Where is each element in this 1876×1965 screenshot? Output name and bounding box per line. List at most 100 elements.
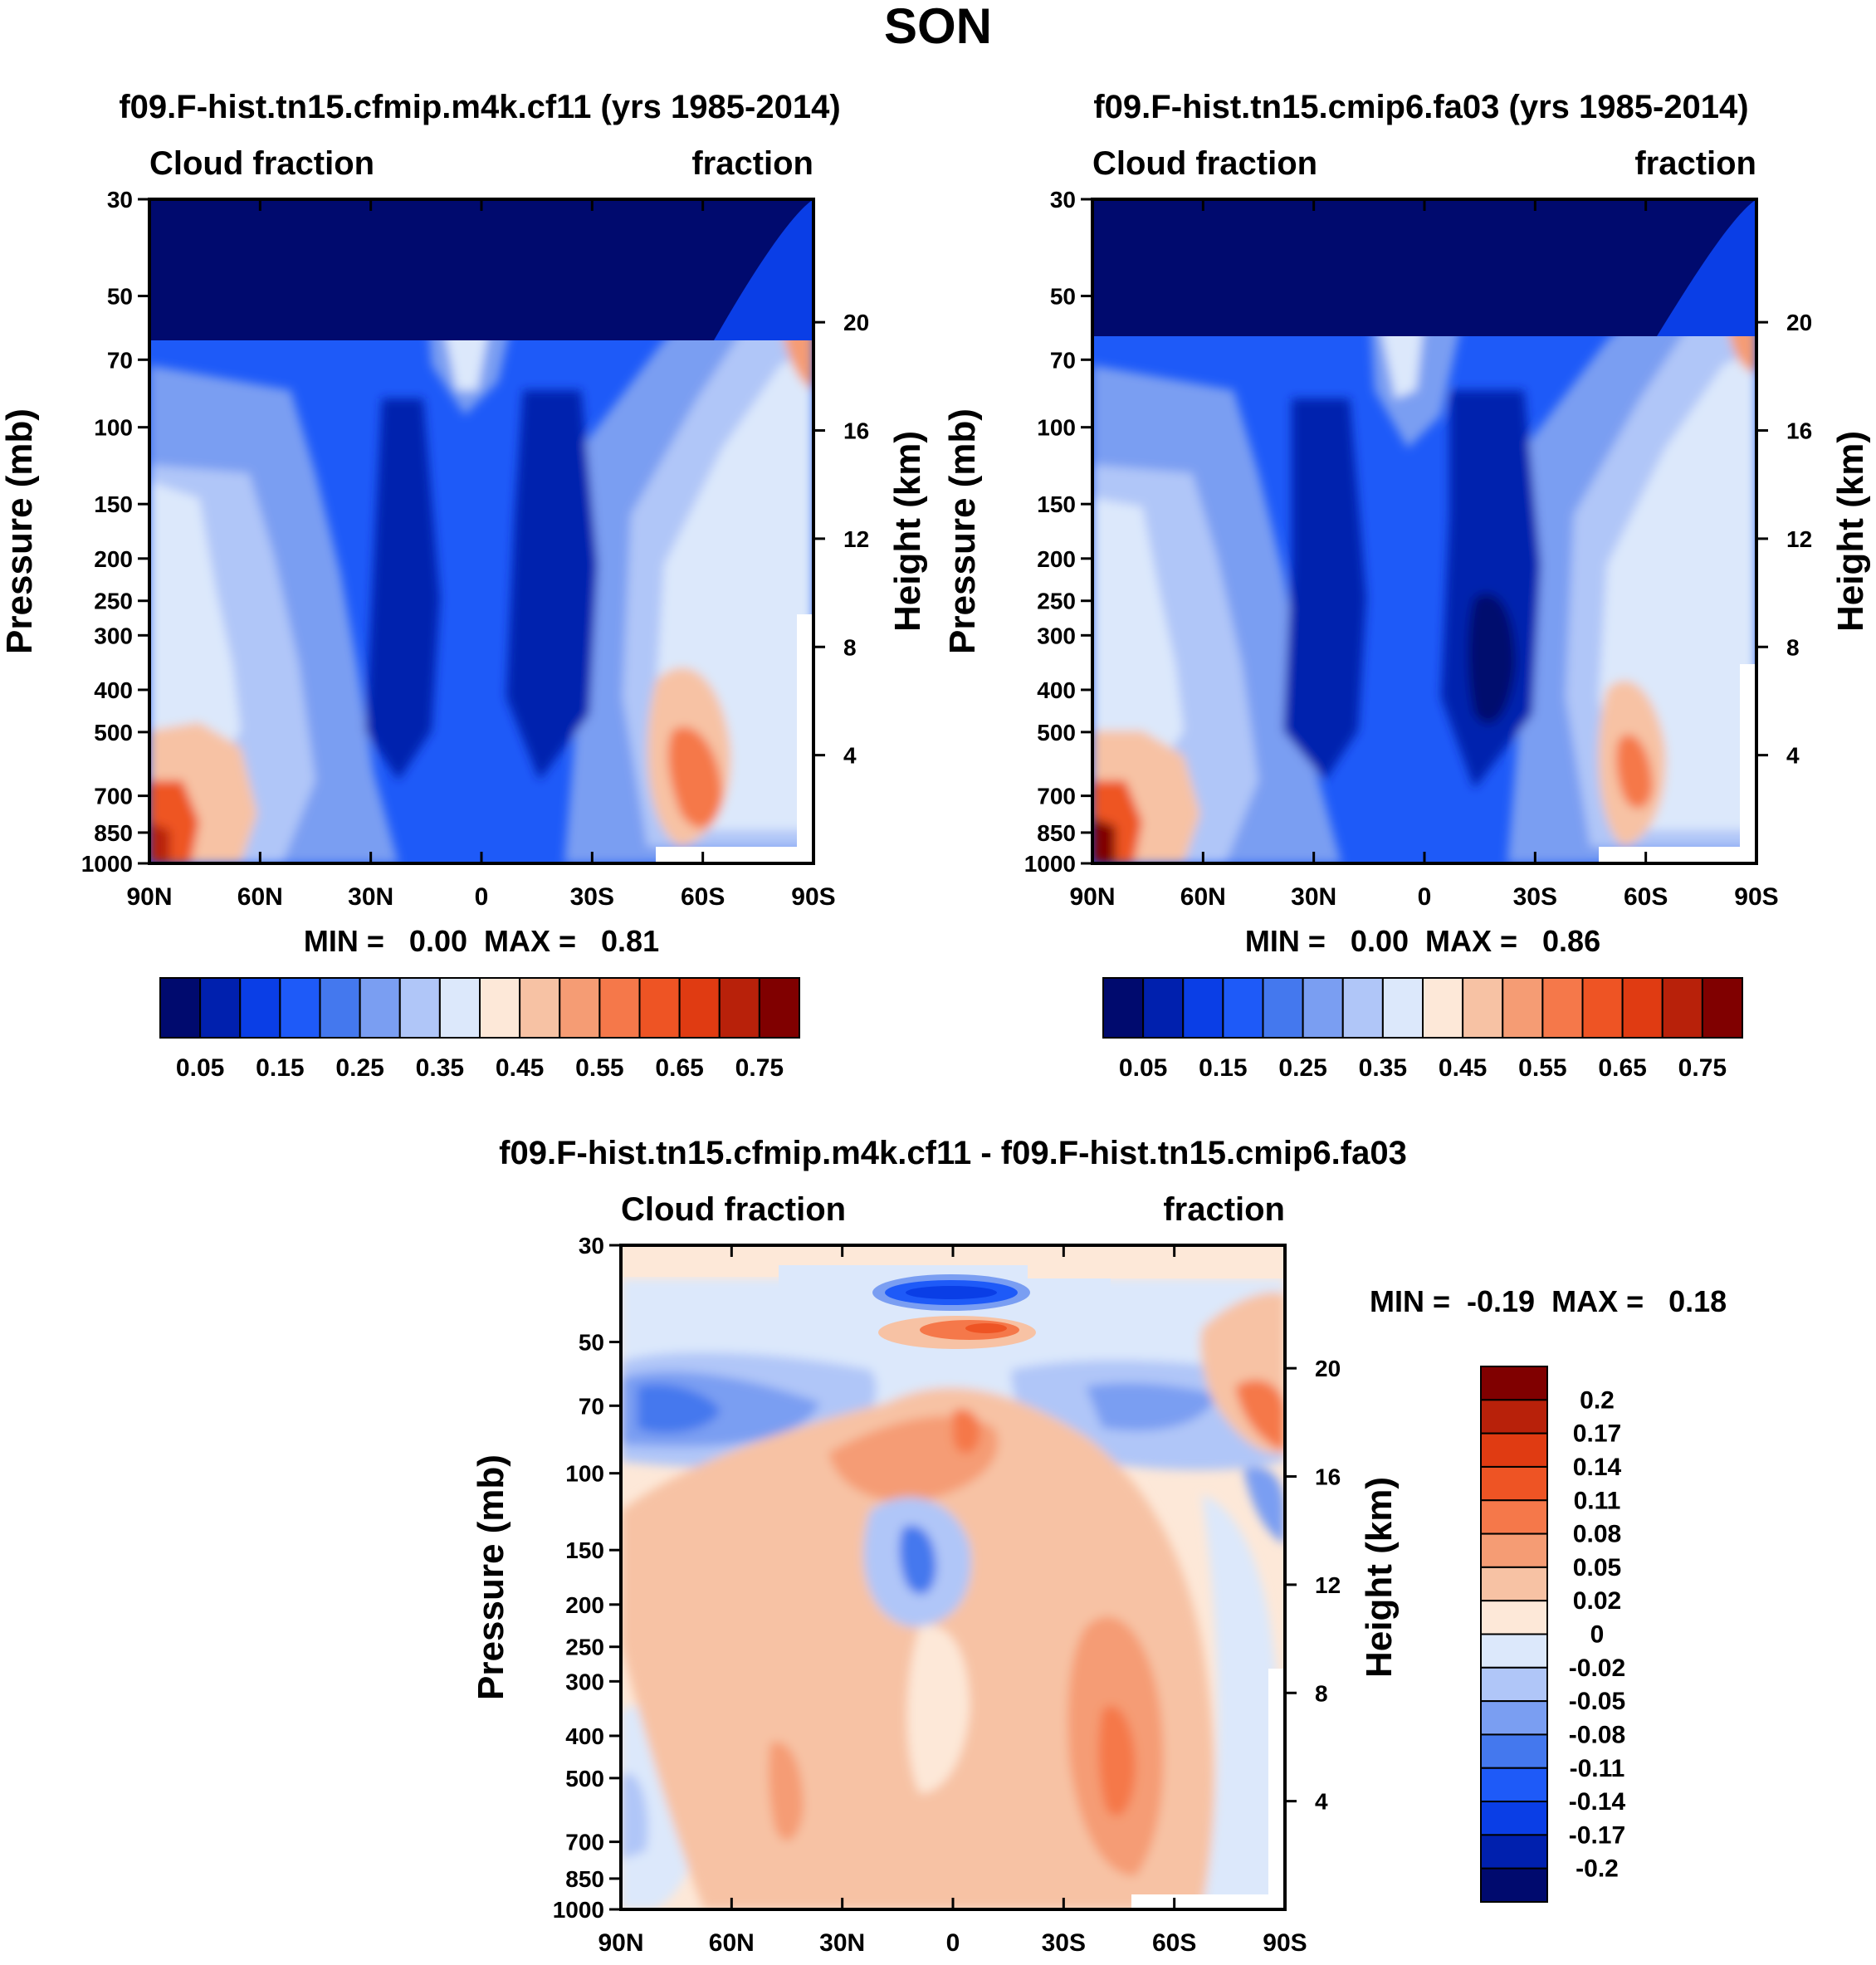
p2-colorbar-swatch (1381, 977, 1424, 1039)
p2-colorbar-swatch (1102, 977, 1145, 1039)
p3-colorbar-swatch (1480, 1566, 1548, 1602)
p3-colorbar-swatch (1480, 1499, 1548, 1535)
p1-xtick-label: 30S (570, 883, 614, 911)
p1-ytick-label: 400 (94, 677, 133, 703)
p3-colorbar-label: 0.02 (1573, 1587, 1621, 1615)
p2-ytick-label: 300 (1037, 623, 1076, 648)
panel-3-colorbar: 0.2 0.17 0.14 0.11 0.08 0.05 0.02 0 -0.02 -0.05 -0… (1480, 1366, 1626, 1903)
p1-colorbar-label: 0.15 (256, 1054, 304, 1082)
p2-colorbar-label: 0.65 (1598, 1054, 1646, 1082)
p3-xtick-label: 0 (946, 1929, 960, 1957)
panel-2-stats: MIN = 0.00 MAX = 0.86 (1245, 924, 1600, 958)
p2-xtick-label: 90S (1734, 883, 1778, 911)
p1-xtick-label: 90S (791, 883, 835, 911)
p1-colorbar-label: 0.75 (735, 1054, 784, 1082)
p2-tropics-dark-nh (1283, 398, 1366, 780)
p2-colorbar-swatch (1182, 977, 1224, 1039)
p2-ytick-label: 70 (1050, 347, 1076, 373)
p2-ytick-label: 100 (1037, 415, 1076, 441)
p2-sh-stratocu-hot (1615, 734, 1653, 809)
p3-colorbar-swatch (1480, 1600, 1548, 1635)
panel-2-left-label: Cloud fraction (1092, 145, 1317, 182)
panel-1-colorbar: 0.05 0.15 0.25 0.35 0.45 0.55 0.65 0.75 (159, 977, 800, 1082)
p2-missing-data (1599, 847, 1756, 863)
p3-colorbar-swatch (1480, 1700, 1548, 1736)
p3-xtick-label: 30N (819, 1929, 865, 1957)
p1-xtick-label: 30N (348, 883, 393, 911)
p1-y2tick-label: 12 (843, 526, 869, 552)
p1-colorbar-swatch (239, 977, 281, 1039)
panel-1-axes: 90N 60N 30N 0 30S 60S 90S 30 50 70 100 150 200 250 300… (81, 187, 869, 911)
p3-ytick-label: 70 (579, 1393, 604, 1419)
p3-ytick-label: 700 (565, 1830, 604, 1855)
p3-colorbar-label: -0.11 (1570, 1755, 1625, 1782)
p1-y2tick-label: 16 (843, 418, 869, 444)
p3-y2tick-label: 8 (1315, 1680, 1328, 1706)
p2-colorbar-swatch (1302, 977, 1344, 1039)
p1-xtick-label: 60N (237, 883, 283, 911)
p3-colorbar-swatch (1480, 1733, 1548, 1769)
p1-strat-edge-sh (714, 199, 813, 340)
p2-y2tick-label: 4 (1786, 743, 1800, 769)
p1-colorbar-label: 0.05 (176, 1054, 224, 1082)
panel-2-axes: 90N 60N 30N 0 30S 60S 90S 30 50 70 100 150 200 250 300… (1024, 187, 1812, 911)
panel-2-right-label: fraction (1634, 145, 1756, 182)
p3-y2tick-label: 4 (1315, 1789, 1328, 1815)
panel-2-y2label: Height (km) (1830, 431, 1871, 632)
p3-colorbar-swatch (1480, 1834, 1548, 1870)
p1-ytick-label: 150 (94, 491, 133, 517)
p3-xtick-label: 30S (1042, 1929, 1086, 1957)
p1-colorbar-swatch (438, 977, 481, 1039)
p3-trop-blue-core (899, 1525, 936, 1595)
p1-missing-data-polar (797, 614, 813, 863)
p3-colorbar-label: 0.14 (1573, 1454, 1622, 1481)
p2-ytick-label: 250 (1037, 589, 1076, 614)
p1-ytick-label: 100 (94, 415, 133, 441)
p2-lower-left-pale (1092, 498, 1184, 780)
p3-ytick-label: 250 (565, 1635, 604, 1660)
p3-strat-pale-right (1028, 1245, 1285, 1278)
p3-polar-blue (1243, 1467, 1285, 1544)
panel-1: f09.F-hist.tn15.cfmip.m4k.cf11 (yrs 1985… (0, 89, 928, 1082)
p2-xtick-label: 30S (1513, 883, 1557, 911)
p3-nh-low-warm (768, 1742, 804, 1841)
p2-xtick-label: 60S (1624, 883, 1668, 911)
p1-ytick-label: 300 (94, 623, 133, 648)
p3-colorbar-label: -0.14 (1569, 1788, 1626, 1816)
panel-3-y2label: Height (km) (1359, 1477, 1400, 1678)
p2-colorbar-swatch (1701, 977, 1743, 1039)
p3-tropopause-blue-core (906, 1286, 997, 1299)
p3-xtick-label: 60N (709, 1929, 755, 1957)
p2-colorbar-label: 0.55 (1518, 1054, 1566, 1082)
p1-y2tick-label: 4 (843, 743, 857, 769)
p2-colorbar-label: 0.15 (1199, 1054, 1247, 1082)
p2-ytick-label: 50 (1050, 284, 1076, 310)
p2-ytick-label: 400 (1037, 677, 1076, 703)
p3-colorbar-label: -0.17 (1569, 1821, 1625, 1849)
p3-strat-pale-left (621, 1245, 783, 1277)
p3-sh-upper-blue2 (1086, 1382, 1219, 1431)
p3-colorbar-label: -0.05 (1569, 1688, 1625, 1715)
p2-tropics-dark-sh (1441, 390, 1541, 789)
p3-colorbar-label: -0.02 (1569, 1655, 1625, 1682)
p1-ytick-label: 700 (94, 784, 133, 809)
p1-ytick-label: 250 (94, 589, 133, 614)
p1-colorbar-swatch (479, 977, 521, 1039)
p2-colorbar-swatch (1541, 977, 1584, 1039)
p2-colorbar-swatch (1502, 977, 1544, 1039)
p1-ytick-label: 70 (107, 347, 133, 373)
p3-y2tick-label: 16 (1315, 1464, 1341, 1490)
p3-ytick-label: 850 (565, 1866, 604, 1892)
p1-colorbar-swatch (519, 977, 561, 1039)
panel-1-stats: MIN = 0.00 MAX = 0.81 (304, 924, 659, 958)
p2-ytick-label: 700 (1037, 784, 1076, 809)
p2-xtick-label: 0 (1418, 883, 1432, 911)
p1-colorbar-swatch (559, 977, 601, 1039)
p2-ytick-label: 30 (1050, 187, 1076, 213)
p1-colorbar-swatch (638, 977, 681, 1039)
p1-ytick-label: 200 (94, 546, 133, 572)
panel-2-heatmap (1092, 199, 1756, 863)
p1-y2tick-label: 8 (843, 634, 857, 660)
p2-ytick-label: 850 (1037, 820, 1076, 846)
p3-ytick-label: 300 (565, 1669, 604, 1694)
